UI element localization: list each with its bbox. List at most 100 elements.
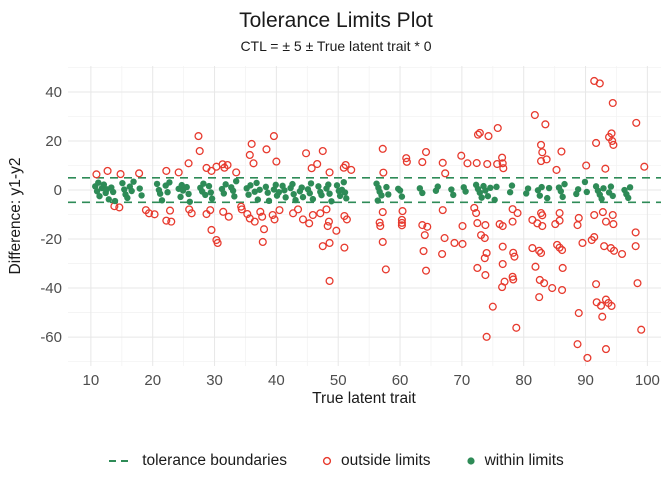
outside-limits-point: [558, 263, 567, 273]
outside-limits-point: [298, 215, 308, 224]
within-limits-point: [292, 196, 299, 204]
outside-limits-point: [418, 221, 427, 230]
outside-limits-point: [135, 169, 144, 178]
within-limits-point: [396, 187, 404, 194]
outside-limits-point: [250, 217, 259, 226]
outside-limits-point: [573, 221, 582, 230]
within-limits-point: [95, 179, 102, 186]
within-limits-point: [343, 195, 350, 202]
within-limits-point: [207, 189, 215, 196]
within-limits-point: [109, 188, 117, 196]
outside-limits-point: [470, 203, 479, 212]
within-limits-point: [506, 189, 514, 196]
outside-limits-point: [557, 147, 566, 156]
within-limits-point: [119, 179, 126, 187]
outside-limits-point: [512, 323, 521, 332]
outside-limits-point: [438, 206, 447, 215]
filled-circle-icon: [466, 457, 475, 465]
outside-limits-point: [308, 210, 317, 220]
within-limits-point: [434, 183, 441, 190]
outside-limits-point: [498, 283, 507, 292]
outside-limits-point: [574, 309, 583, 318]
outside-limits-point: [463, 159, 472, 168]
x-axis-tick-labels: 10 20 30 40 50 60 70 80 90 100: [83, 372, 660, 389]
outside-limits-point: [558, 285, 567, 295]
y-tick-label: 20: [45, 133, 62, 150]
outside-limits-point: [247, 139, 256, 148]
outside-limits-point: [475, 128, 484, 137]
outside-limits-point: [249, 159, 258, 168]
within-limits-point: [487, 184, 494, 192]
within-limits-point: [341, 189, 349, 196]
within-limits-point: [557, 188, 565, 195]
x-axis-title: True latent trait: [312, 390, 416, 407]
outside-limits-point: [272, 157, 281, 166]
within-limits-point: [205, 182, 213, 190]
within-limits-point: [574, 186, 582, 193]
within-limits-point: [136, 185, 143, 192]
chart-title: Tolerance Limits Plot: [239, 9, 433, 32]
outside-limits-point: [458, 239, 467, 248]
outside-limits-point: [555, 216, 564, 225]
within-limits-point: [448, 186, 455, 193]
outside-limits-point: [187, 209, 196, 218]
outside-limits-point: [617, 249, 627, 259]
outside-limits-point: [219, 207, 228, 216]
y-tick-label: -20: [40, 231, 62, 248]
outside-limits-point: [592, 280, 601, 289]
outside-limits-point: [552, 165, 561, 174]
outside-limits-point: [224, 212, 233, 221]
outside-limits-point: [457, 151, 466, 160]
outside-limits-point: [207, 225, 216, 235]
within-limits-point: [626, 184, 634, 191]
within-limits-point: [96, 192, 103, 200]
within-limits-point: [200, 180, 207, 187]
within-limits-point: [326, 190, 333, 197]
within-limits-point: [264, 189, 271, 196]
within-limits-point: [306, 190, 313, 197]
outside-limits-point: [595, 79, 604, 88]
outside-limits-point: [578, 238, 587, 248]
outside-limits-point: [472, 209, 481, 218]
outside-limits-point: [423, 222, 432, 231]
legend-label-within-limits: within limits: [484, 452, 564, 469]
within-limits-point: [545, 184, 553, 192]
outside-limits-point: [481, 271, 490, 280]
tolerance-boundary-lines: [68, 176, 661, 204]
within-limits-point: [111, 197, 119, 205]
outside-limits-point: [174, 168, 183, 177]
outside-limits-point: [540, 279, 549, 288]
x-tick-label: 30: [206, 372, 223, 389]
outside-limits-point: [632, 118, 641, 127]
outside-limits-point: [590, 210, 599, 220]
outside-limits-point: [289, 209, 298, 218]
outside-limits-point: [538, 211, 547, 220]
within-limits-point: [156, 190, 164, 197]
outside-limits-point: [342, 215, 351, 224]
within-limits-point: [328, 198, 335, 205]
within-limits-point: [100, 181, 108, 188]
within-limits-point: [374, 197, 381, 204]
scatter-plot-panel: 10 20 30 40 50 60 70 80 90 100 40 20 0 -20 -40 -60 Tru…: [7, 66, 661, 407]
outside-limits-point: [450, 238, 459, 248]
within-limits-point: [138, 192, 145, 199]
outside-limits-point: [531, 262, 540, 271]
outside-limits-point: [538, 221, 547, 231]
outside-limits-point: [438, 249, 447, 259]
outside-limits-point: [600, 242, 609, 251]
within-limits-point: [185, 190, 192, 198]
outside-limits-points: [92, 76, 649, 362]
outside-limits-point: [270, 215, 279, 224]
outside-limits-point: [631, 228, 640, 237]
x-tick-label: 10: [83, 372, 100, 389]
outside-limits-point: [498, 159, 507, 168]
outside-limits-point: [144, 209, 154, 218]
outside-limits-point: [206, 206, 215, 215]
outside-limits-point: [498, 242, 507, 251]
within-limits-point: [522, 190, 530, 197]
outside-limits-point: [542, 155, 551, 164]
outside-limits-point: [508, 205, 517, 214]
outside-limits-point: [418, 158, 427, 167]
outside-limits-point: [513, 209, 522, 218]
within-limits-point: [220, 190, 228, 197]
